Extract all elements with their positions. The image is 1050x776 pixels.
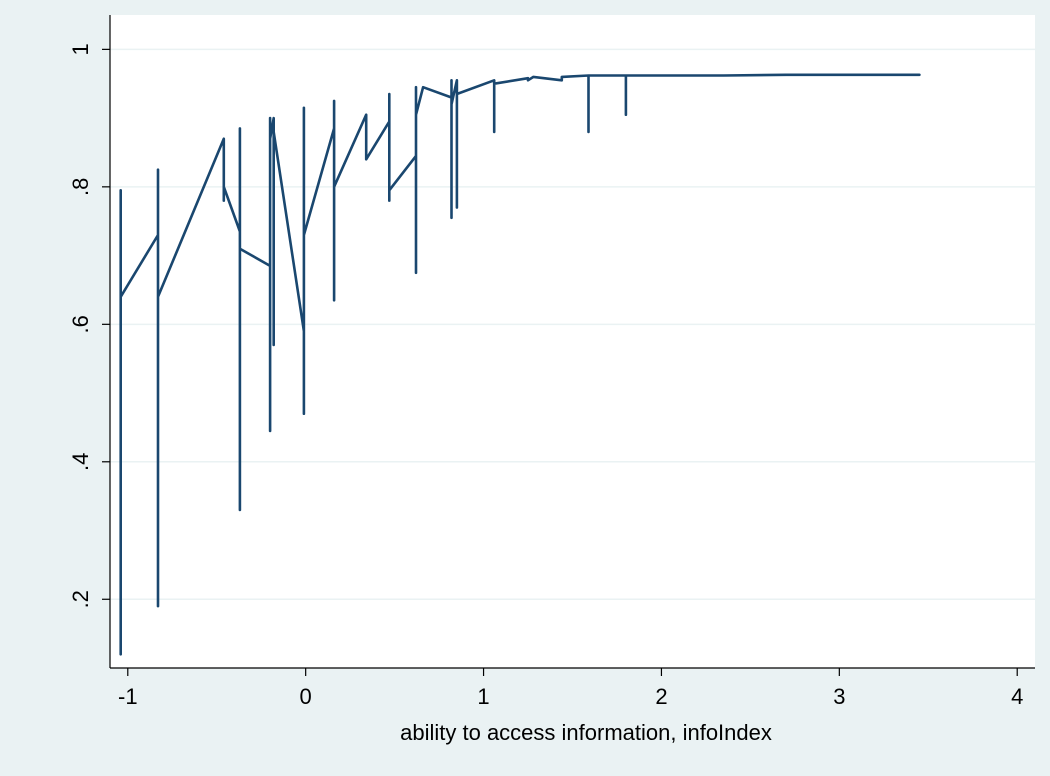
x-tick-label: 4 [1011,684,1023,709]
y-tick-label: .4 [68,453,93,471]
x-tick-label: 0 [300,684,312,709]
y-tick-label: .8 [68,178,93,196]
plot-area [110,15,1035,668]
gridlines [110,48,1035,601]
x-tick-label: -1 [118,684,138,709]
ticks: .2 .4 .6 .8 1 -1 0 1 2 3 4 [68,43,1024,709]
axes [109,15,1035,669]
y-tick-label: .2 [68,590,93,608]
x-tick-label: 1 [477,684,489,709]
y-tick-label: .6 [68,315,93,333]
x-tick-label: 2 [655,684,667,709]
x-tick-label: 3 [833,684,845,709]
x-axis-label: ability to access information, infoIndex [400,720,772,745]
y-tick-label: 1 [68,43,93,55]
series [119,73,921,656]
series-line [119,73,921,656]
